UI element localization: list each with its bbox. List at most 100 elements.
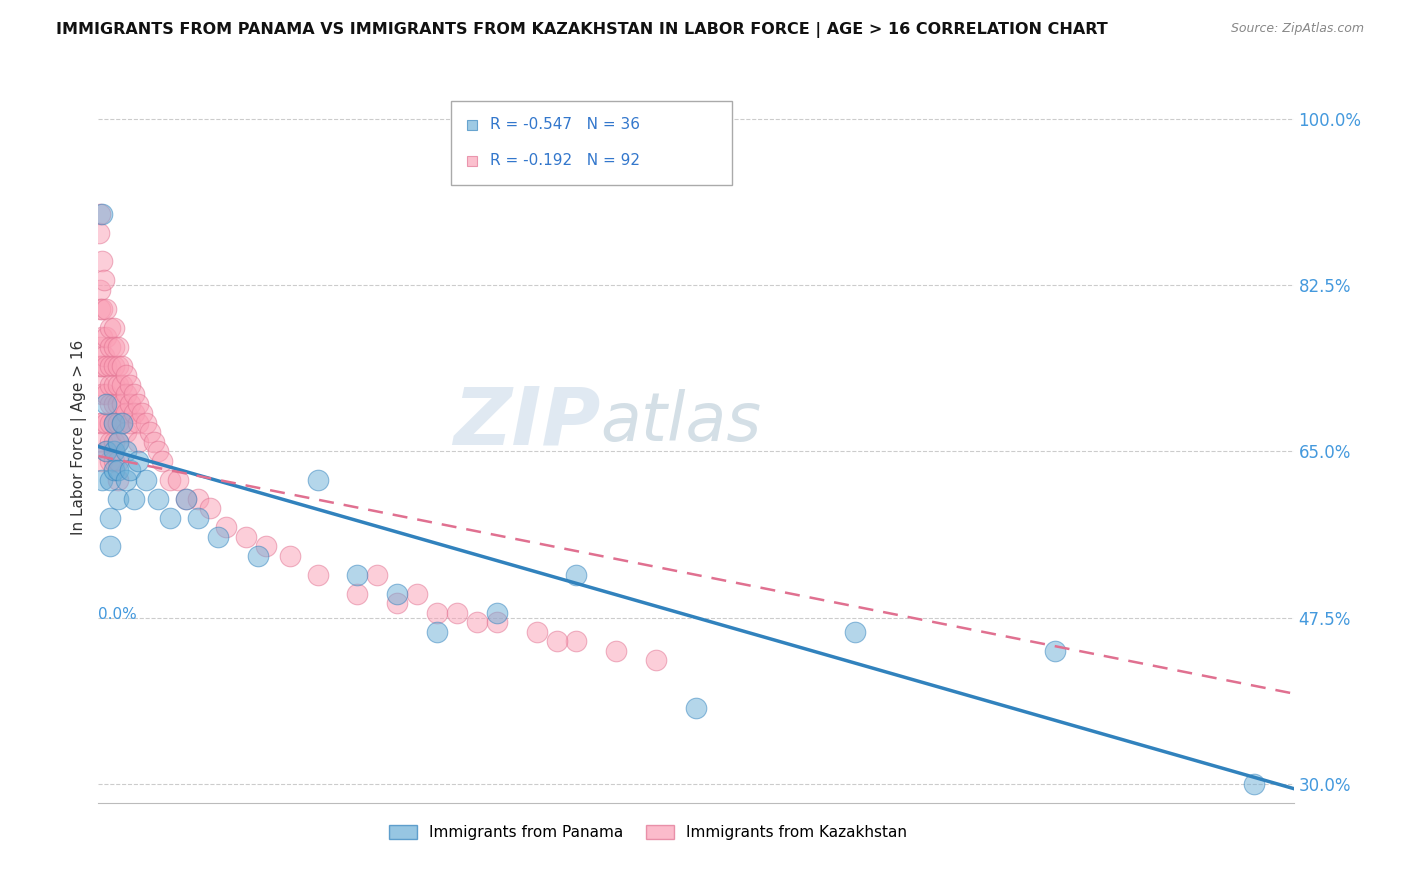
- Point: [107, 463, 129, 477]
- Point: [91, 416, 114, 430]
- Point: [120, 377, 142, 392]
- Text: atlas: atlas: [600, 390, 762, 456]
- Point: [96, 397, 118, 411]
- Point: [107, 473, 129, 487]
- Point: [91, 254, 114, 268]
- Point: [135, 473, 157, 487]
- Point: [215, 520, 238, 534]
- Point: [91, 301, 114, 316]
- Point: [124, 387, 146, 401]
- Point: [111, 359, 134, 373]
- Point: [107, 491, 129, 506]
- Text: R = -0.192   N = 92: R = -0.192 N = 92: [491, 153, 640, 168]
- Point: [1334, 227, 1357, 242]
- Point: [174, 491, 197, 506]
- Point: [120, 397, 142, 411]
- Point: [526, 624, 548, 639]
- Point: [148, 491, 170, 506]
- Point: [89, 207, 111, 221]
- Point: [91, 473, 114, 487]
- Point: [159, 473, 181, 487]
- Point: [198, 501, 221, 516]
- Point: [844, 624, 866, 639]
- Point: [103, 377, 125, 392]
- Point: [91, 454, 114, 468]
- Point: [96, 416, 118, 430]
- Point: [98, 321, 122, 335]
- Point: [107, 340, 129, 354]
- Point: [111, 377, 134, 392]
- Point: [385, 596, 409, 610]
- Point: [346, 567, 368, 582]
- Point: [446, 606, 468, 620]
- Point: [135, 416, 157, 430]
- Point: [346, 587, 368, 601]
- Point: [124, 406, 146, 420]
- Point: [207, 530, 229, 544]
- Point: [115, 387, 138, 401]
- Point: [98, 454, 122, 468]
- Point: [485, 615, 508, 630]
- Point: [246, 549, 269, 563]
- Point: [91, 387, 114, 401]
- Point: [91, 359, 114, 373]
- Point: [89, 416, 111, 430]
- Point: [307, 567, 329, 582]
- Point: [565, 634, 588, 648]
- Point: [115, 473, 138, 487]
- Point: [465, 615, 488, 630]
- Point: [139, 425, 162, 440]
- Point: [565, 567, 588, 582]
- Text: IMMIGRANTS FROM PANAMA VS IMMIGRANTS FROM KAZAKHSTAN IN LABOR FORCE | AGE > 16 C: IMMIGRANTS FROM PANAMA VS IMMIGRANTS FRO…: [56, 22, 1108, 38]
- Point: [89, 359, 111, 373]
- Point: [91, 434, 114, 449]
- Point: [127, 454, 149, 468]
- Point: [103, 416, 125, 430]
- Point: [127, 416, 149, 430]
- Point: [98, 359, 122, 373]
- Text: Source: ZipAtlas.com: Source: ZipAtlas.com: [1230, 22, 1364, 36]
- Point: [385, 587, 409, 601]
- Point: [103, 321, 125, 335]
- Point: [96, 301, 118, 316]
- Point: [89, 340, 111, 354]
- Point: [98, 434, 122, 449]
- Point: [96, 359, 118, 373]
- Point: [98, 416, 122, 430]
- Point: [645, 653, 668, 667]
- Point: [96, 387, 118, 401]
- Point: [103, 434, 125, 449]
- Point: [89, 301, 111, 316]
- Point: [366, 567, 388, 582]
- Point: [98, 340, 122, 354]
- Point: [120, 463, 142, 477]
- Point: [127, 434, 149, 449]
- Point: [89, 283, 111, 297]
- Point: [174, 491, 197, 506]
- Point: [107, 454, 129, 468]
- Point: [406, 587, 429, 601]
- Point: [426, 624, 449, 639]
- Point: [1043, 644, 1066, 658]
- Point: [307, 473, 329, 487]
- Point: [107, 416, 129, 430]
- Point: [187, 511, 209, 525]
- Point: [103, 463, 125, 477]
- Point: [93, 273, 115, 287]
- Point: [131, 406, 153, 420]
- Point: [187, 491, 209, 506]
- Point: [426, 606, 449, 620]
- Point: [103, 397, 125, 411]
- Point: [107, 434, 129, 449]
- Point: [115, 368, 138, 383]
- Point: [98, 511, 122, 525]
- Point: [98, 473, 122, 487]
- Point: [115, 444, 138, 458]
- Point: [143, 434, 166, 449]
- Point: [485, 606, 508, 620]
- Point: [278, 549, 301, 563]
- Point: [91, 330, 114, 344]
- Point: [91, 207, 114, 221]
- Point: [89, 377, 111, 392]
- Point: [605, 644, 627, 658]
